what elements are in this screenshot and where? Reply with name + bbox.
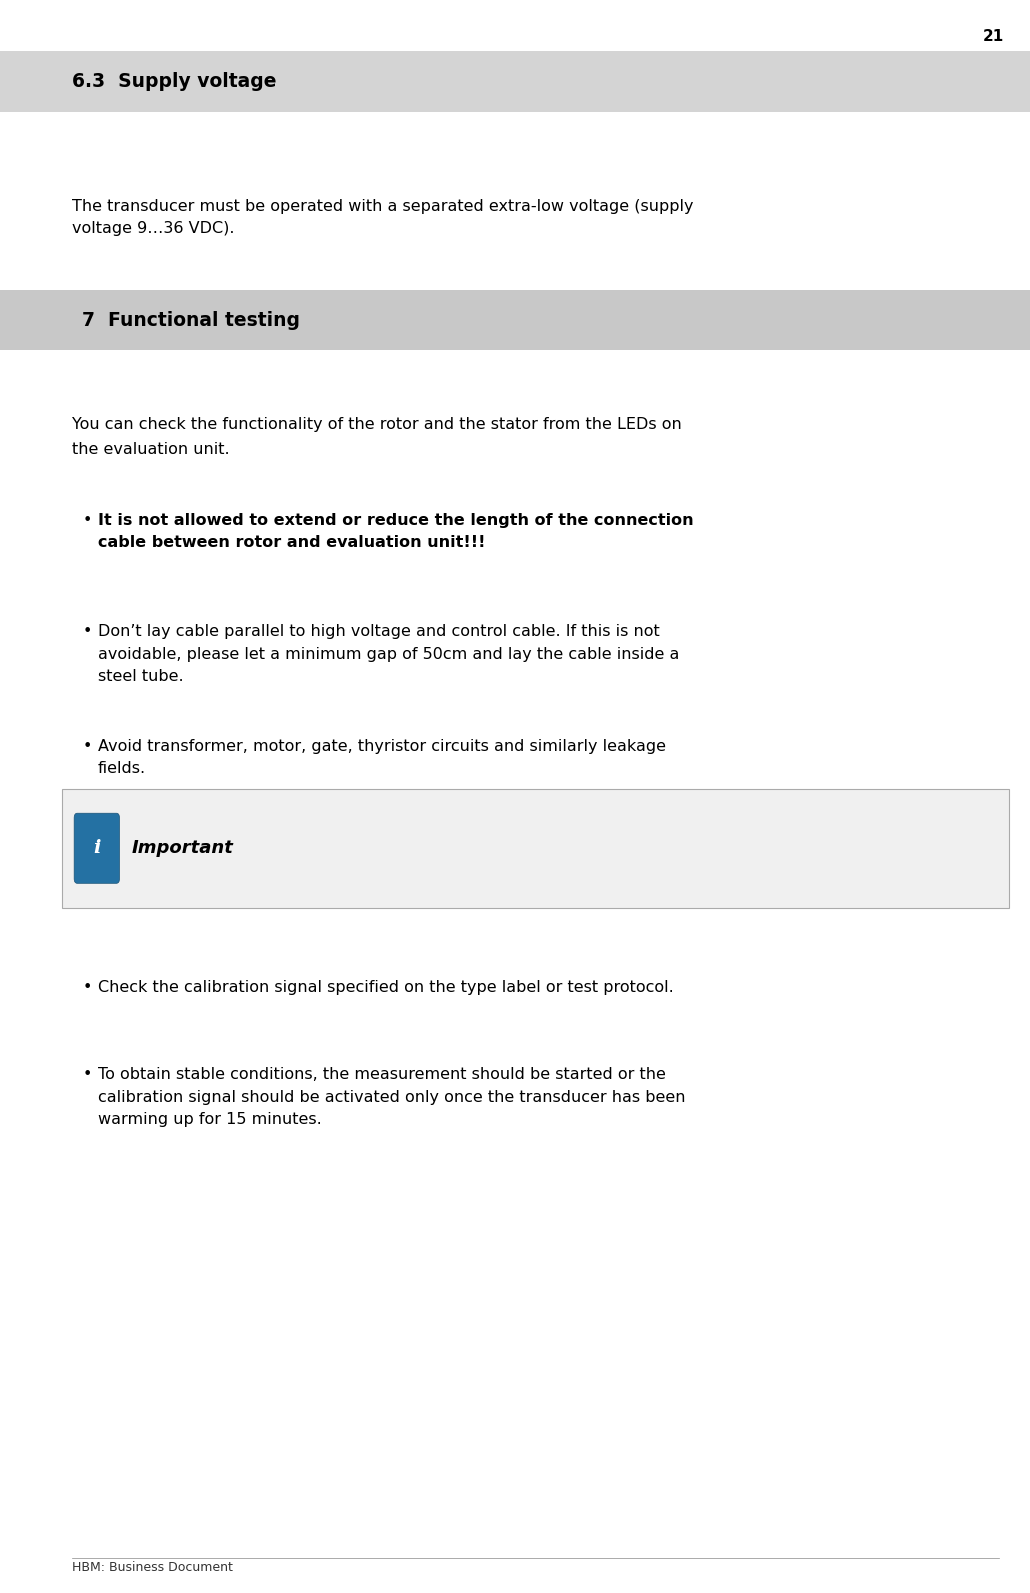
Text: The transducer must be operated with a separated extra-low voltage (supply
volta: The transducer must be operated with a s… [72, 199, 693, 236]
FancyBboxPatch shape [0, 51, 1030, 112]
FancyBboxPatch shape [62, 789, 1009, 908]
Text: Check the calibration signal specified on the type label or test protocol.: Check the calibration signal specified o… [98, 980, 674, 994]
Text: Don’t lay cable parallel to high voltage and control cable. If this is not
avoid: Don’t lay cable parallel to high voltage… [98, 624, 679, 683]
Text: 7  Functional testing: 7 Functional testing [82, 311, 301, 330]
FancyBboxPatch shape [74, 812, 119, 883]
Text: i: i [93, 840, 101, 857]
Text: It is not allowed to extend or reduce the length of the connection
cable between: It is not allowed to extend or reduce th… [98, 513, 693, 550]
Text: •: • [82, 513, 92, 527]
Text: •: • [82, 739, 92, 753]
Text: 21: 21 [983, 29, 1004, 43]
Text: 6.3  Supply voltage: 6.3 Supply voltage [72, 72, 277, 91]
Text: •: • [82, 624, 92, 639]
Text: •: • [82, 980, 92, 994]
Text: •: • [82, 1067, 92, 1082]
Text: Avoid transformer, motor, gate, thyristor circuits and similarly leakage
fields.: Avoid transformer, motor, gate, thyristo… [98, 739, 665, 776]
Text: To obtain stable conditions, the measurement should be started or the
calibratio: To obtain stable conditions, the measure… [98, 1067, 685, 1126]
Text: Important: Important [132, 840, 234, 857]
FancyBboxPatch shape [0, 290, 1030, 350]
Text: HBM: Business Document: HBM: Business Document [72, 1561, 233, 1574]
Text: You can check the functionality of the rotor and the stator from the LEDs on
the: You can check the functionality of the r… [72, 417, 682, 457]
